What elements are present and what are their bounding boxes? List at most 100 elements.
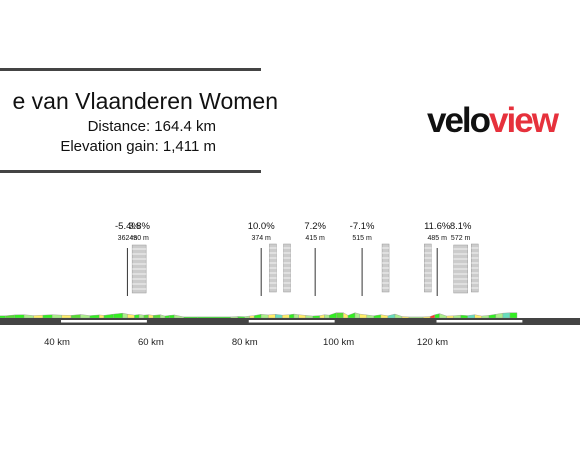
climb-elevation-label: 485 m: [427, 235, 447, 242]
profile-segment: [70, 314, 81, 319]
profile-segment: [5, 314, 15, 319]
profile-segment: [260, 314, 269, 319]
profile-segment: [249, 315, 255, 319]
profile-segment: [502, 312, 511, 319]
profile-segment: [52, 314, 62, 319]
profile-segment: [148, 314, 154, 319]
x-tick-label: 120 km: [417, 337, 448, 348]
x-tick-label: 100 km: [323, 337, 354, 348]
profile-segment: [387, 313, 396, 319]
distance-text: Distance: 164.4 km: [87, 118, 216, 135]
profile-segment: [422, 316, 431, 319]
profile-segment: [23, 314, 34, 319]
profile-segment: [481, 315, 490, 319]
profile-segment: [197, 316, 231, 319]
profile-segment: [143, 314, 149, 319]
climb-grade-label: 10.0%: [248, 221, 275, 232]
profile-segment: [305, 315, 314, 319]
profile-segment: [174, 314, 184, 319]
profile-segment: [298, 314, 306, 319]
cobbled-sector-marker: [269, 243, 277, 293]
profile-segment: [312, 315, 321, 319]
profile-segment: [324, 314, 330, 319]
profile-segment: [401, 316, 410, 319]
climb-grade-label: 7.2%: [304, 221, 326, 232]
profile-segment: [394, 313, 403, 319]
profile-segment: [169, 314, 175, 319]
profile-segment: [429, 314, 436, 319]
climb-elevation-label: 374 m: [251, 235, 271, 242]
cobbled-sector-marker: [424, 243, 432, 293]
profile-segment: [80, 314, 91, 319]
x-tick-label: 60 km: [138, 337, 164, 348]
profile-segment: [467, 314, 475, 319]
profile-segment: [253, 314, 262, 319]
profile-segment: [268, 314, 276, 319]
profile-segment: [122, 312, 128, 319]
profile-segment: [343, 312, 349, 319]
profile-segment: [495, 312, 504, 319]
profile-segment: [293, 313, 299, 319]
profile-segment: [373, 314, 382, 319]
profile-segment: [453, 314, 461, 319]
profile-segment: [439, 313, 447, 319]
profile-segment: [446, 315, 454, 319]
climb-grade-label: -7.1%: [350, 221, 375, 232]
bottom-rule: [0, 170, 261, 173]
profile-segment: [347, 312, 356, 319]
climb-elevation-label: 415 m: [305, 235, 325, 242]
profile-segment: [282, 314, 290, 319]
logo-text-view: view: [489, 101, 559, 140]
profile-segment: [275, 314, 283, 319]
profile-segment: [89, 314, 100, 319]
profile-segment: [134, 314, 140, 319]
profile-segment: [359, 313, 367, 319]
profile-segment: [488, 314, 497, 319]
profile-segment: [0, 315, 6, 319]
cobbled-sector-marker: [470, 243, 479, 293]
profile-segment: [183, 316, 199, 319]
climb-grade-label: -5.4%: [115, 221, 140, 232]
profile-segment: [366, 314, 375, 319]
profile-segment: [99, 314, 105, 319]
profile-segment: [434, 313, 440, 319]
profile-segment: [103, 313, 114, 319]
cobbled-sector-marker: [131, 244, 147, 294]
profile-segment: [33, 314, 44, 319]
race-title-text: e van Vlaanderen Women: [12, 88, 278, 114]
profile-segment: [230, 316, 238, 319]
profile-segment: [380, 314, 389, 319]
profile-segment: [509, 312, 518, 319]
distance-marker-bar: [61, 320, 147, 323]
climb-grade-label: 3.8%: [128, 221, 150, 232]
profile-segment: [474, 314, 482, 319]
race-title: e van Vlaanderen Women: [0, 88, 400, 120]
profile-segment: [113, 312, 123, 319]
profile-segment: [61, 314, 72, 319]
distance-marker-bar: [436, 320, 523, 323]
elevation-gain-text: Elevation gain: 1,411 m: [60, 138, 216, 155]
profile-segment: [244, 315, 250, 319]
climb-grade-label: 8.1%: [450, 221, 472, 232]
profile-segment: [42, 314, 53, 319]
profile-segment: [336, 312, 344, 319]
profile-segment: [237, 316, 245, 319]
profile-segment: [160, 314, 166, 319]
veloviewer-logo: veloview: [427, 101, 559, 140]
profile-segment: [289, 313, 295, 319]
logo-text-velo: velo: [427, 101, 491, 140]
cobbled-sector-marker: [381, 243, 390, 293]
profile-segment: [164, 315, 170, 319]
distance-marker-bar: [248, 320, 335, 323]
cobbled-sector-marker: [453, 244, 468, 294]
x-tick-label: 40 km: [44, 337, 70, 348]
climb-elevation-label: 572 m: [451, 235, 471, 242]
profile-segment: [14, 314, 25, 319]
climb-grade-label: 11.6%: [424, 221, 451, 232]
climb-elevation-label: 515 m: [352, 235, 372, 242]
climb-elevation-label: 430 m: [129, 235, 149, 242]
profile-segment: [460, 314, 468, 319]
profile-segment: [319, 314, 325, 319]
